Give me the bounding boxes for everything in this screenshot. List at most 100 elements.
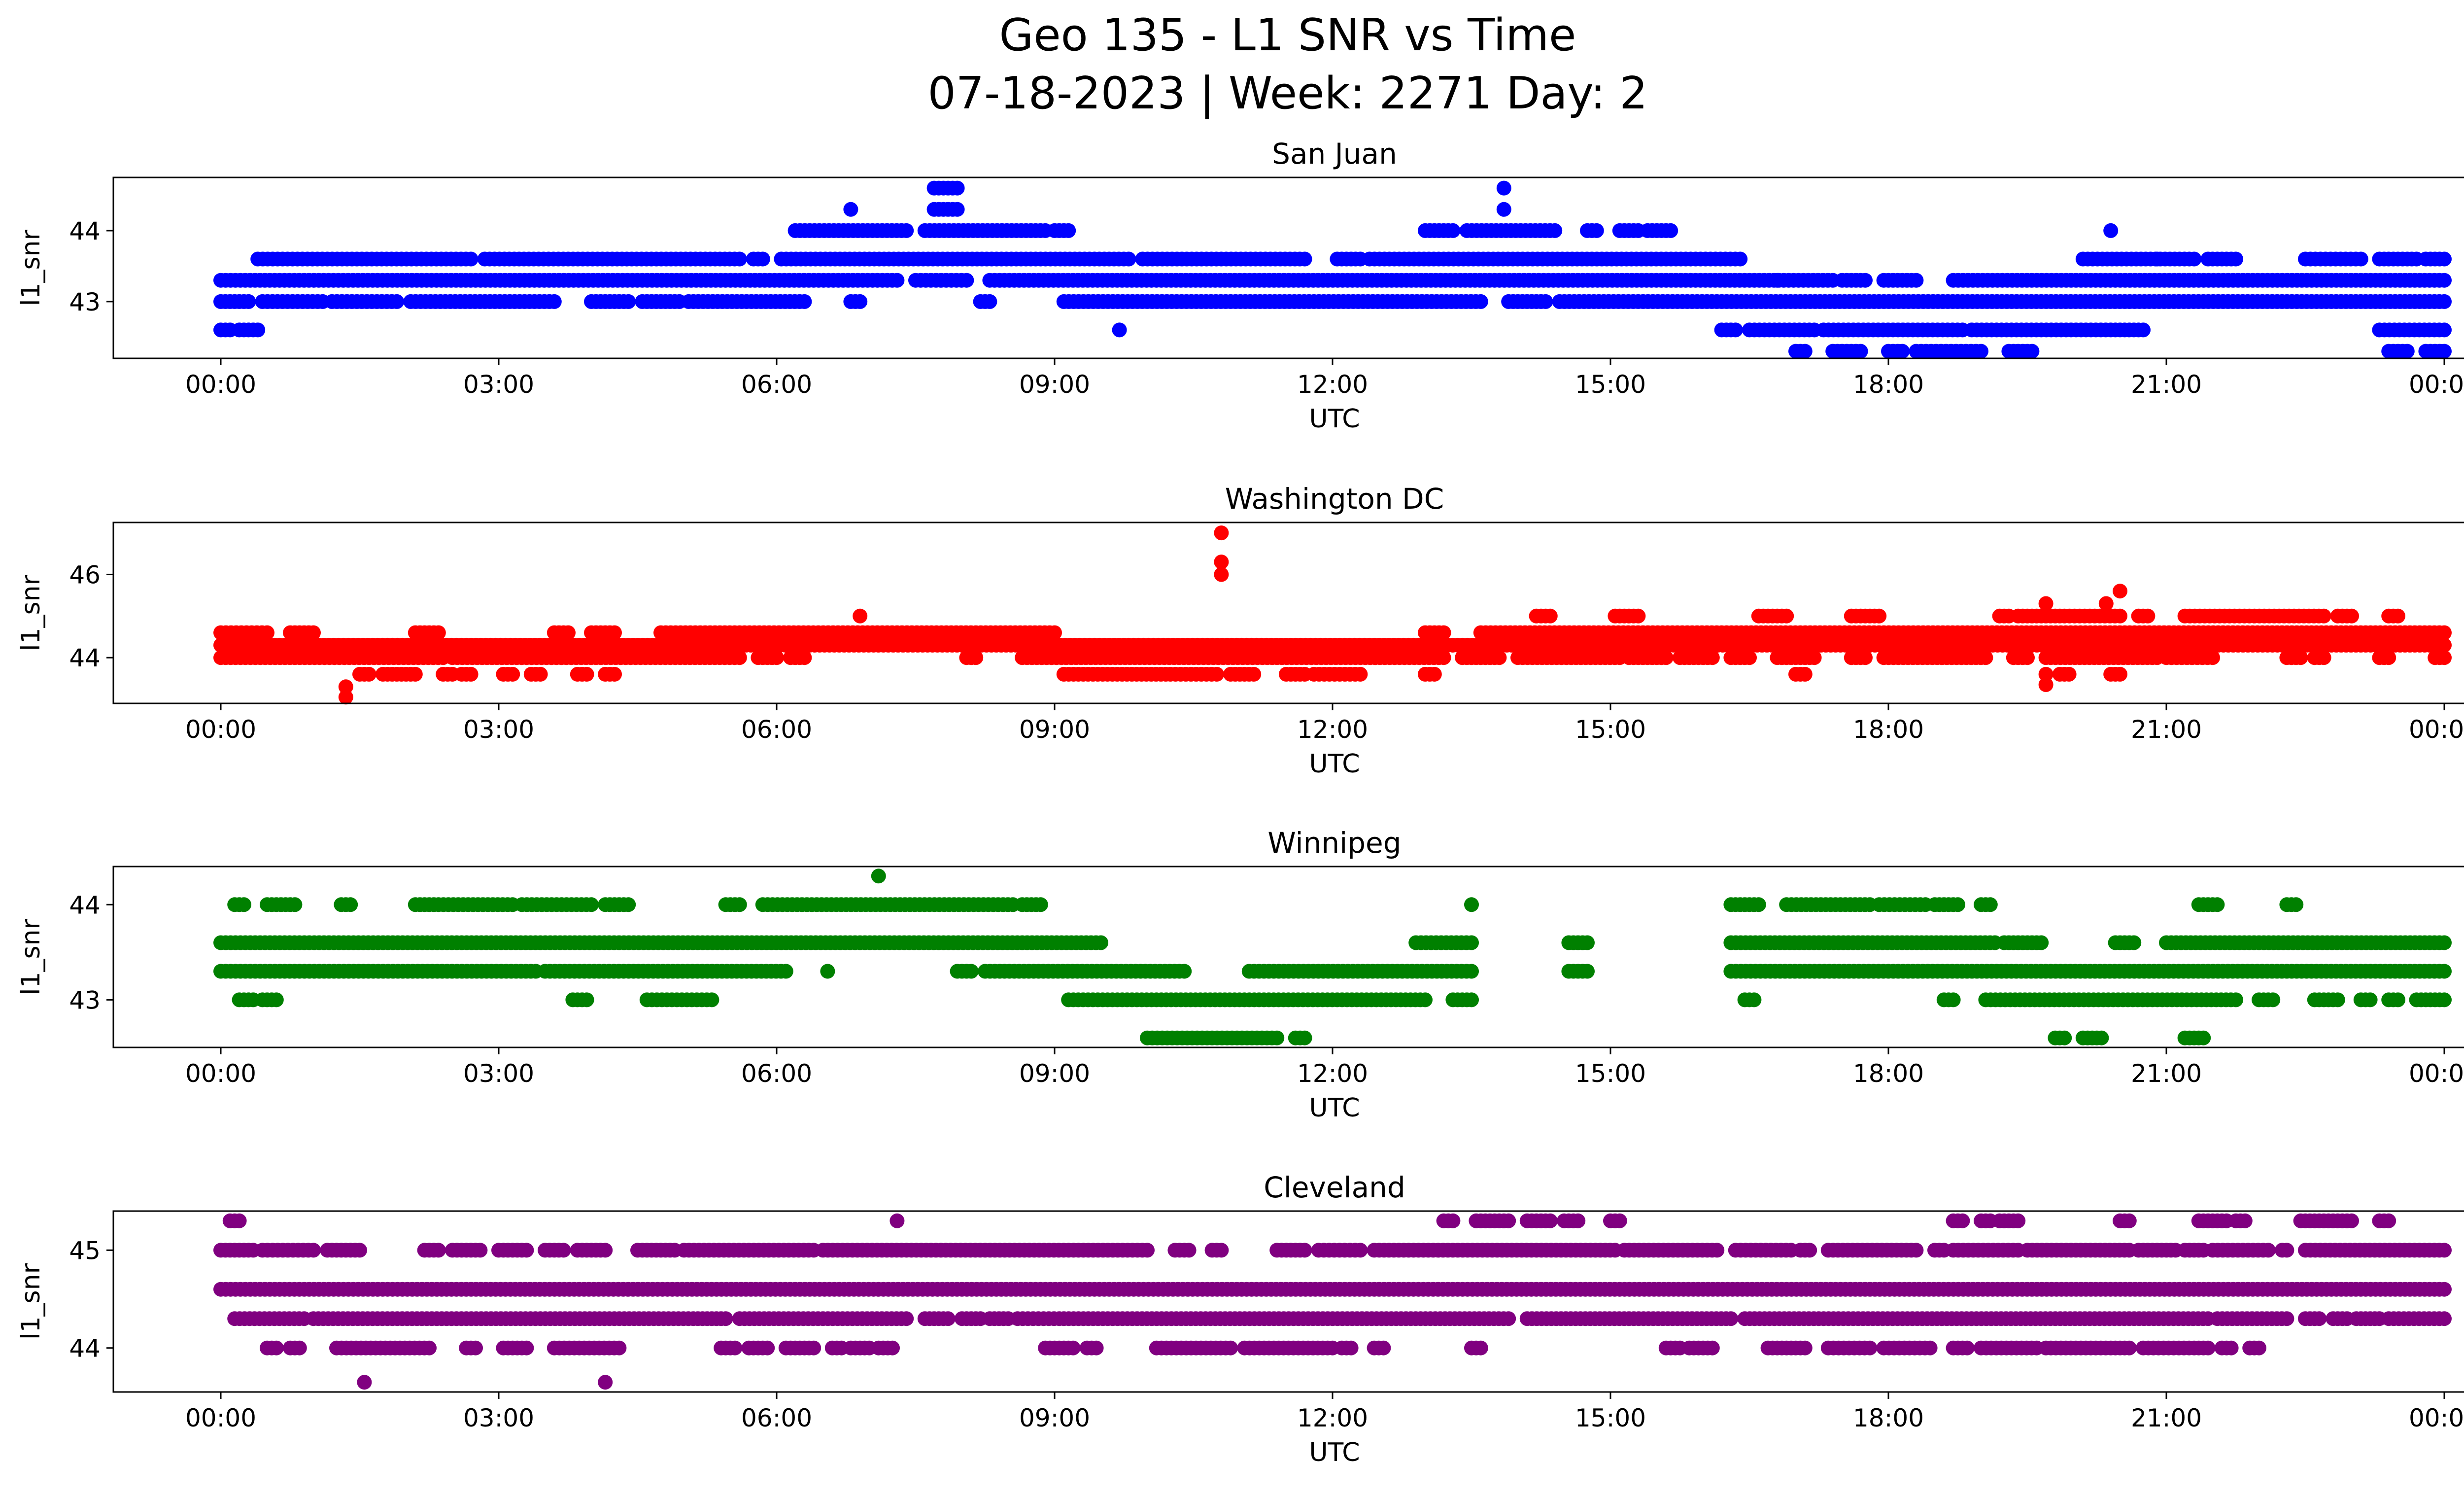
data-point <box>533 666 548 682</box>
x-tick-label: 09:00 <box>1019 715 1090 744</box>
x-tick-label: 00:00 <box>2409 1059 2464 1088</box>
subplot-title: Washington DC <box>1225 482 1444 516</box>
data-point <box>561 625 576 640</box>
x-tick-label: 21:00 <box>2131 1059 2202 1088</box>
data-point <box>1047 625 1062 640</box>
data-point <box>2113 666 2127 682</box>
data-point <box>463 251 479 267</box>
data-point <box>1464 992 1479 1008</box>
data-point <box>1631 608 1646 624</box>
data-point <box>1974 344 1988 359</box>
data-point <box>237 897 251 912</box>
data-point <box>1853 344 1868 359</box>
data-point <box>1770 273 1785 288</box>
data-point <box>1909 273 1924 288</box>
data-point <box>2437 964 2452 979</box>
data-point <box>1214 525 1229 541</box>
data-point <box>732 650 747 665</box>
data-point <box>2437 1282 2452 1297</box>
data-point <box>579 992 594 1008</box>
data-point <box>2437 1311 2452 1326</box>
data-point <box>890 273 905 288</box>
x-tick-label: 09:00 <box>1019 370 1090 399</box>
data-point <box>2103 223 2119 238</box>
data-point <box>2094 1030 2109 1045</box>
data-point <box>1658 650 1674 665</box>
data-point <box>431 625 446 640</box>
data-point <box>260 625 274 640</box>
x-axis-label: UTC <box>1309 1093 1360 1123</box>
data-point <box>621 897 636 912</box>
data-point <box>963 964 979 979</box>
data-point <box>2437 294 2452 309</box>
data-point <box>732 897 747 912</box>
data-point <box>1464 897 1479 912</box>
plot-frame <box>112 522 2464 704</box>
data-point <box>598 1243 613 1258</box>
data-point <box>2391 608 2405 624</box>
data-point <box>584 897 599 912</box>
data-point <box>607 666 622 682</box>
data-point <box>1538 294 1553 309</box>
data-point <box>2140 608 2156 624</box>
data-point <box>338 679 353 695</box>
y-axis-label: l1_snr <box>16 229 46 306</box>
data-point <box>2437 344 2452 359</box>
data-point <box>1751 897 1766 912</box>
data-point <box>1209 666 1224 682</box>
data-point <box>556 1243 571 1258</box>
data-point <box>1742 650 1757 665</box>
data-point <box>2024 344 2040 359</box>
data-point <box>1895 344 1910 359</box>
data-point <box>2344 608 2359 624</box>
x-tick-label: 12:00 <box>1297 715 1368 744</box>
data-point <box>2210 897 2225 912</box>
y-tick-label: 44 <box>69 891 101 919</box>
data-point <box>1297 1243 1312 1258</box>
data-point <box>2399 344 2415 359</box>
data-point <box>1807 650 1822 665</box>
data-point <box>1353 666 1368 682</box>
data-point <box>732 251 747 267</box>
data-point <box>853 608 868 624</box>
data-point <box>940 1311 956 1326</box>
data-point <box>1746 992 1762 1008</box>
data-point <box>607 625 622 640</box>
figure-title-line2: 07-18-2023 | Week: 2271 Day: 2 <box>927 68 1647 119</box>
data-point <box>2020 650 2035 665</box>
data-point <box>1723 1311 1739 1326</box>
data-point <box>1779 608 1794 624</box>
data-point <box>959 273 974 288</box>
data-point <box>2437 935 2452 950</box>
data-point <box>306 1243 321 1258</box>
data-point <box>1418 992 1433 1008</box>
data-point <box>2381 650 2396 665</box>
data-point <box>2113 608 2127 624</box>
data-point <box>2057 1030 2072 1045</box>
data-point <box>1061 223 1076 238</box>
data-point <box>547 294 562 309</box>
data-point <box>1112 322 1127 338</box>
data-point <box>2316 608 2331 624</box>
data-point <box>1436 625 1451 640</box>
x-tick-label: 18:00 <box>1853 1059 1924 1088</box>
data-point <box>797 650 812 665</box>
data-point <box>338 690 353 705</box>
y-axis-label: l1_snr <box>16 918 46 995</box>
data-point <box>389 294 405 309</box>
data-point <box>1464 964 1479 979</box>
data-point <box>2293 650 2308 665</box>
data-point <box>306 625 321 640</box>
subplot-title: Winnipeg <box>1267 826 1401 860</box>
x-tick-label: 03:00 <box>463 715 534 744</box>
y-tick-label: 46 <box>69 560 101 589</box>
data-point <box>2113 584 2127 599</box>
data-point <box>2289 897 2304 912</box>
data-point <box>2330 992 2345 1008</box>
data-point <box>2437 992 2452 1008</box>
data-point <box>2437 650 2452 665</box>
data-point <box>473 1243 488 1258</box>
data-point <box>2126 935 2142 950</box>
